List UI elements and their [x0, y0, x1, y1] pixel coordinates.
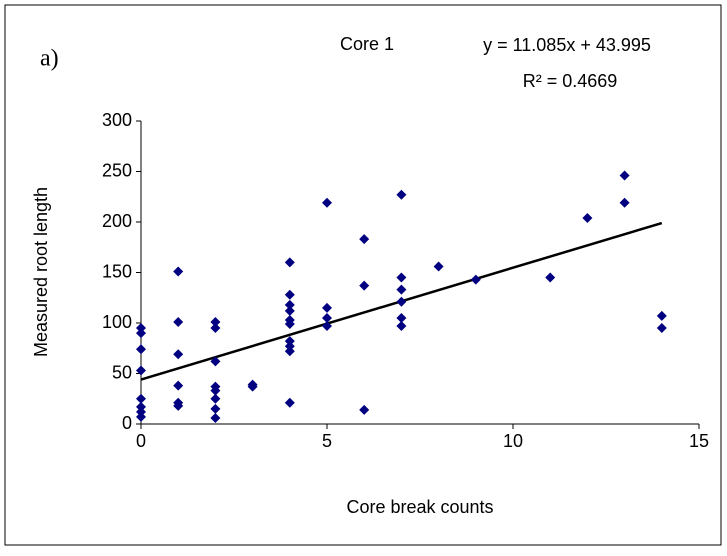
point — [396, 312, 407, 323]
point — [136, 401, 146, 412]
point — [136, 328, 146, 339]
panel-label: a) — [40, 46, 59, 72]
point — [210, 385, 221, 396]
point — [247, 381, 258, 392]
point — [359, 404, 370, 415]
point — [210, 316, 221, 327]
point — [210, 393, 221, 404]
y-tick-label: 50 — [112, 362, 132, 382]
point — [284, 397, 295, 408]
point — [136, 393, 146, 404]
point — [136, 323, 146, 334]
point — [433, 261, 444, 272]
point — [322, 302, 332, 313]
y-tick-label: 300 — [102, 110, 132, 130]
point — [284, 305, 295, 316]
point — [173, 380, 184, 391]
point — [322, 321, 332, 332]
point — [396, 189, 407, 200]
chart-frame — [4, 4, 722, 546]
point — [284, 336, 295, 347]
point — [284, 289, 295, 300]
point — [619, 197, 630, 208]
point — [284, 346, 295, 357]
point — [173, 400, 184, 411]
y-tick-label: 200 — [102, 211, 132, 231]
point — [136, 344, 146, 355]
x-axis-label: Core break counts — [346, 497, 493, 517]
point — [470, 274, 481, 285]
y-tick-label: 250 — [102, 160, 132, 180]
point — [136, 411, 146, 422]
point — [619, 170, 630, 181]
point — [359, 280, 370, 291]
x-tick-label: 15 — [689, 431, 709, 451]
y-tick-label: 150 — [102, 261, 132, 281]
x-tick-label: 0 — [136, 431, 146, 451]
trend-r2: R² = 0.4669 — [523, 71, 618, 91]
x-tick-label: 10 — [503, 431, 523, 451]
point — [656, 310, 667, 321]
point — [284, 299, 295, 310]
trend-equation: y = 11.085x + 43.995 — [483, 35, 651, 55]
point — [210, 323, 221, 334]
chart-title: Core 1 — [340, 34, 394, 54]
point — [284, 341, 295, 352]
point — [656, 323, 667, 334]
point — [136, 406, 146, 417]
point — [359, 234, 370, 245]
point — [173, 349, 184, 360]
point — [396, 284, 407, 295]
point — [322, 197, 332, 208]
point — [210, 356, 221, 367]
y-tick-label: 0 — [122, 413, 132, 433]
point — [284, 319, 295, 330]
y-tick-label: 100 — [102, 312, 132, 332]
point — [173, 316, 184, 327]
point — [136, 365, 146, 376]
point — [396, 296, 407, 307]
point — [582, 212, 593, 223]
point — [173, 266, 184, 277]
y-axis-label: Measured root length — [31, 187, 51, 357]
point — [284, 257, 295, 268]
point — [210, 403, 221, 414]
x-tick-label: 5 — [322, 431, 332, 451]
point — [545, 272, 556, 283]
point — [322, 312, 332, 323]
point — [210, 412, 221, 423]
point — [396, 272, 407, 283]
point — [396, 321, 407, 332]
